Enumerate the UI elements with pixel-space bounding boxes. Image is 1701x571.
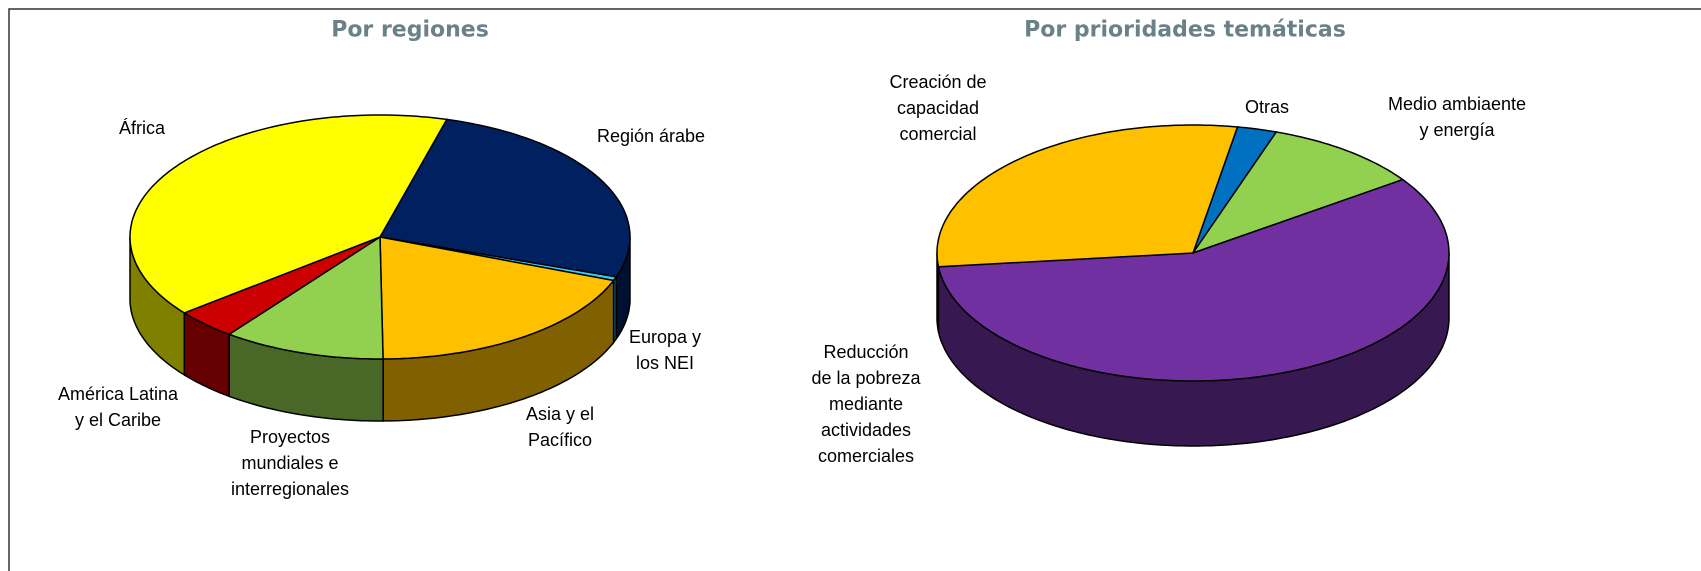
pie-slice — [1191, 131, 1405, 255]
pie-slice — [378, 118, 631, 278]
slice-label: Medio ambiaente y energía — [1387, 94, 1527, 140]
slice-label: Creación de capacidad comercial — [889, 72, 987, 144]
slice-label: Región árabe — [596, 126, 706, 146]
pie-slice — [937, 178, 1450, 382]
chart-title: Por prioridades temáticas — [1024, 17, 1346, 43]
pie-slice — [129, 114, 449, 314]
slice-label: Otras — [1244, 97, 1290, 117]
slice-label: Europa y los NEI — [628, 327, 702, 373]
slice-label: Proyectos mundiales e interregionales — [230, 427, 350, 499]
pie-slice — [379, 236, 615, 360]
slice-label: Reducción de la pobreza mediante activid… — [811, 342, 921, 466]
slice-label: Asia y el Pacífico — [525, 404, 595, 450]
chart-title: Por regiones — [331, 17, 489, 43]
pie-slice — [182, 236, 381, 336]
slice-label: África — [118, 118, 166, 138]
slice-label: América Latina y el Caribe — [57, 384, 179, 430]
frame — [8, 8, 1701, 571]
pie-slice — [227, 235, 384, 360]
pie-slice — [936, 124, 1239, 268]
